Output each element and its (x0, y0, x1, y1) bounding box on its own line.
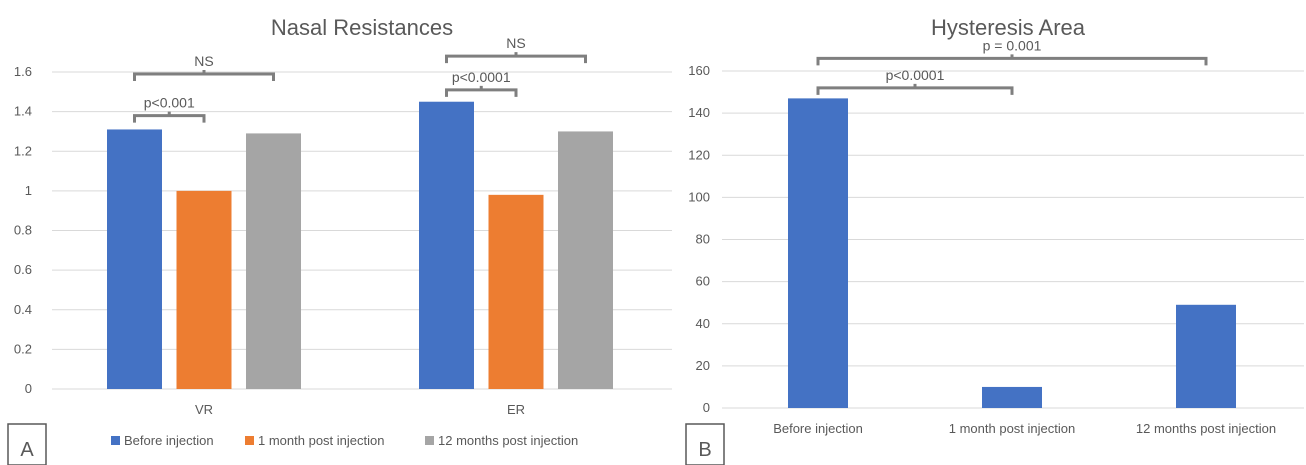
chart-a-bar-vr-series-0 (107, 129, 162, 390)
chart-a-annotation-1-bracket (133, 69, 275, 81)
chart-b-annotation-1-label: p = 0.001 (983, 37, 1042, 53)
chart-a-bar-vr-series-2 (246, 133, 301, 389)
chart-a-annotation-2-bracket (445, 85, 518, 97)
chart-b-bar-2 (1176, 304, 1236, 408)
chart-b-panel-label: B (698, 439, 711, 461)
chart-a-xtick-0: VR (195, 402, 213, 417)
chart-b-ytick-1: 20 (696, 358, 710, 373)
chart-a-xtick-1: ER (507, 402, 525, 417)
chart-a-ytick-3: 0.6 (14, 262, 32, 277)
chart-a-legend-label-1: 1 month post injection (258, 433, 384, 448)
chart-a-annotation-1-label: NS (194, 53, 213, 69)
chart-a-legend-swatch-0 (111, 436, 120, 445)
chart-a-panel-box (7, 423, 47, 465)
chart-a-annotation-0-bracket (133, 111, 206, 123)
chart-a-ytick-6: 1.2 (14, 143, 32, 158)
chart-a-ytick-5: 1 (25, 183, 32, 198)
chart-b-annotation-0-label: p<0.0001 (886, 67, 945, 83)
chart-b-bar-1 (982, 386, 1042, 408)
chart-b-ytick-6: 120 (688, 147, 710, 162)
chart-b-ytick-8: 160 (688, 63, 710, 78)
chart-a-ytick-4: 0.8 (14, 223, 32, 238)
chart-a-annotation-3-bracket (445, 52, 587, 64)
chart-a-annotation-2-label: p<0.0001 (452, 69, 511, 85)
chart-a-ytick-1: 0.2 (14, 341, 32, 356)
chart-a-annotation-0-label: p<0.001 (144, 95, 195, 111)
chart-b-ytick-0: 0 (703, 400, 710, 415)
chart-a-ytick-0: 0 (25, 381, 32, 396)
chart-b-panel-box (685, 423, 725, 465)
chart-b-annotation-1-bracket (816, 54, 1208, 66)
chart-a-bar-vr-series-1 (176, 190, 232, 389)
chart-b-xtick-1: 1 month post injection (949, 421, 1075, 436)
chart-b-ytick-7: 140 (688, 105, 710, 120)
chart-b-annotation-0-bracket (816, 83, 1014, 95)
chart-a-title: Nasal Resistances (271, 15, 453, 40)
chart-b-ytick-4: 80 (696, 232, 710, 247)
chart-a-legend-label-2: 12 months post injection (438, 433, 578, 448)
chart-a-bar-er-series-1 (488, 194, 544, 389)
chart-b-xtick-2: 12 months post injection (1136, 421, 1276, 436)
chart-a-ytick-8: 1.6 (14, 64, 32, 79)
chart-a-annotation-3-label: NS (506, 35, 525, 51)
chart-a-legend-swatch-2 (425, 436, 434, 445)
chart-b-xtick-0: Before injection (773, 421, 863, 436)
chart-a-ytick-2: 0.4 (14, 302, 32, 317)
chart-a-panel-label: A (20, 439, 34, 461)
chart-a-bar-er-series-0 (419, 101, 474, 389)
chart-a-legend-swatch-1 (245, 436, 254, 445)
chart-b-bar-0 (788, 98, 848, 408)
chart-a-ytick-7: 1.4 (14, 104, 32, 119)
chart-b-title: Hysteresis Area (931, 15, 1086, 40)
chart-b-ytick-3: 60 (696, 274, 710, 289)
chart-b-ytick-5: 100 (688, 189, 710, 204)
chart-a-legend-label-0: Before injection (124, 433, 214, 448)
chart-b-ytick-2: 40 (696, 316, 710, 331)
chart-a-bar-er-series-2 (558, 131, 613, 389)
